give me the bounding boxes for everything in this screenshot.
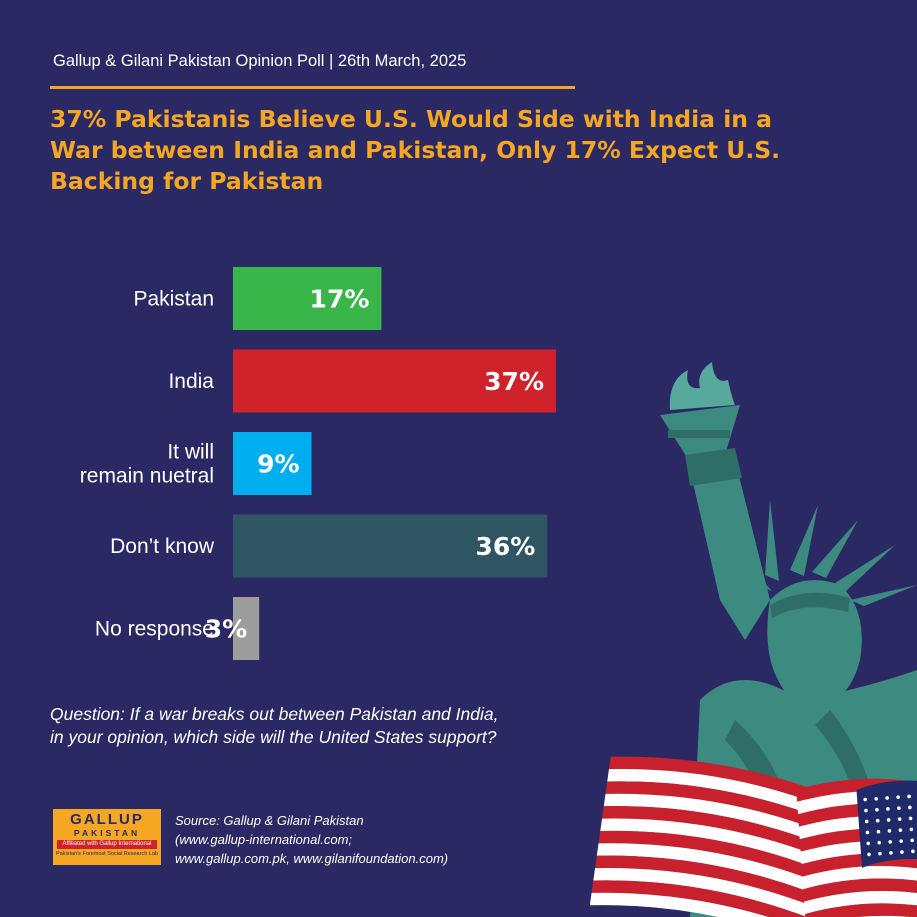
source-line-1: Source: Gallup & Gilani Pakistan bbox=[175, 813, 364, 828]
bar-1 bbox=[233, 349, 556, 413]
gallup-logo: GALLUP PAKISTAN Affiliated with Gallup I… bbox=[53, 809, 161, 865]
bar-value-label-4: 3% bbox=[205, 615, 247, 644]
bar-value-label-3: 36% bbox=[475, 532, 535, 561]
bar-value-label-2: 9% bbox=[257, 450, 299, 479]
header-rule bbox=[50, 86, 575, 89]
category-label-3-0: Don’t know bbox=[110, 535, 215, 558]
category-label-0-0: Pakistan bbox=[133, 288, 214, 311]
question-text: Question: If a war breaks out between Pa… bbox=[50, 704, 499, 747]
logo-sub-text: PAKISTAN bbox=[73, 828, 141, 838]
source-line-2: (www.gallup-international.com; bbox=[175, 832, 353, 847]
bar-value-label-1: 37% bbox=[484, 367, 544, 396]
category-label-1-0: India bbox=[168, 370, 214, 393]
logo-tagline-text: Pakistan's Foremost Social Research Lab bbox=[56, 851, 158, 857]
bar-4 bbox=[233, 597, 260, 660]
logo-affiliation-text: Affiliated with Gallup International bbox=[57, 840, 157, 849]
bar-3 bbox=[233, 514, 548, 578]
page-title: 37% Pakistanis Believe U.S. Would Side w… bbox=[50, 105, 781, 195]
source-text: Source: Gallup & Gilani Pakistan (www.ga… bbox=[175, 811, 555, 868]
category-label-2-0: It will bbox=[167, 441, 214, 464]
bar-2 bbox=[233, 432, 312, 495]
source-line-3: www.gallup.com.pk, www.gilanifoundation.… bbox=[175, 851, 449, 866]
bar-value-label-0: 17% bbox=[310, 285, 370, 314]
category-label-4-0: No response bbox=[95, 618, 214, 641]
category-label-2-1: remain nuetral bbox=[80, 465, 214, 488]
logo-main-text: GALLUP bbox=[70, 811, 144, 828]
us-flag-icon bbox=[589, 756, 917, 917]
bar-0 bbox=[233, 267, 382, 330]
header-text: Gallup & Gilani Pakistan Opinion Poll | … bbox=[53, 52, 467, 70]
